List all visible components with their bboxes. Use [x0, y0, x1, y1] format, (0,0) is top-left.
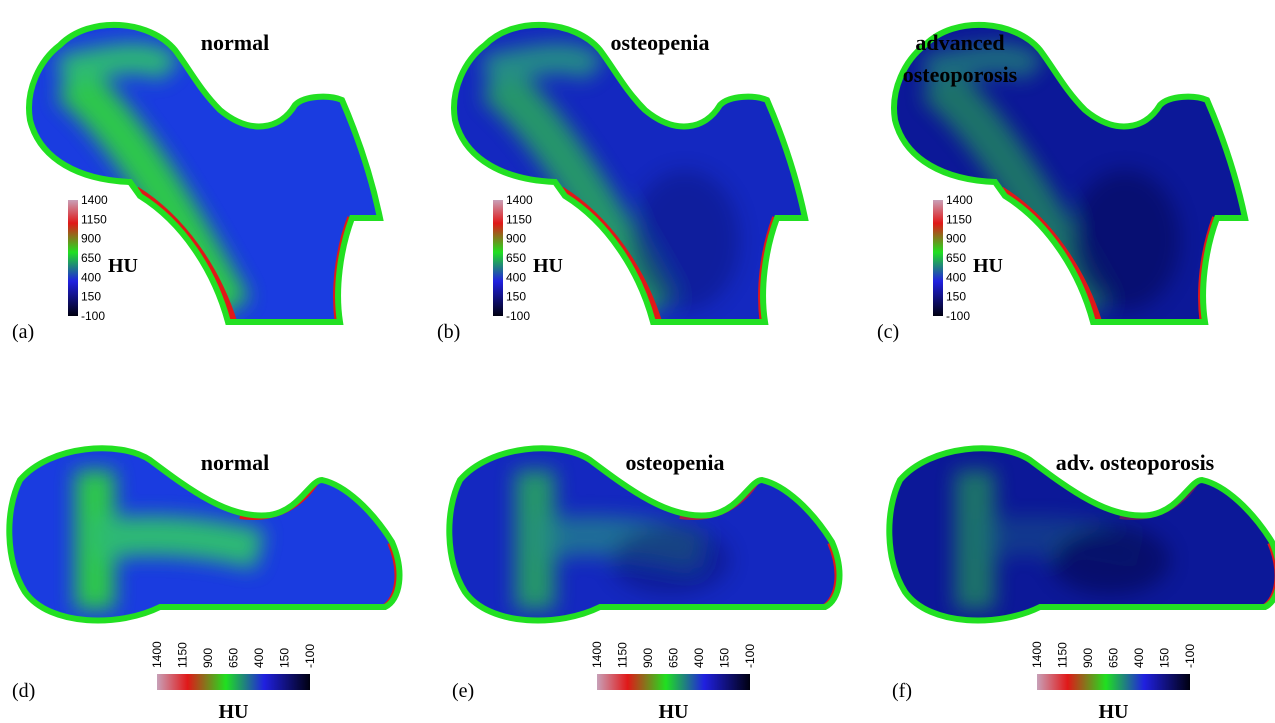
colorbar-tick-label: 900 — [641, 648, 655, 668]
panel-title: advanced — [915, 30, 1004, 55]
colorbar-tick-label: 400 — [1132, 648, 1146, 668]
figure: normal(a)14001150900650400150-100HUosteo… — [0, 0, 1275, 723]
colorbar-tick-label: 900 — [946, 232, 966, 246]
colorbar-tick-label: 1150 — [616, 642, 630, 668]
colorbar-tick-label: 400 — [81, 270, 101, 284]
colorbar — [157, 674, 310, 690]
colorbar-tick-label: 150 — [1158, 648, 1172, 668]
colorbar-tick-label: 900 — [506, 232, 526, 246]
panel-label: (a) — [12, 321, 34, 343]
colorbar-unit: HU — [219, 701, 249, 723]
panel-title: adv. osteoporosis — [1056, 450, 1215, 475]
colorbar-tick-label: 1150 — [506, 212, 532, 226]
colorbar — [1037, 674, 1190, 690]
panel: advanced osteoporosis (c) 1400 1150 900 650 400… — [877, 25, 1245, 343]
colorbar-tick-label: 1150 — [946, 212, 972, 226]
colorbar-tick-label: 650 — [946, 251, 966, 265]
colorbar-tick-label: 1400 — [150, 641, 164, 668]
panel-label: (e) — [452, 680, 474, 702]
colorbar-tick-label: 1150 — [81, 212, 107, 226]
panel-label: (d) — [12, 680, 35, 702]
colorbar-unit: HU — [108, 255, 138, 277]
colorbar-tick-label: 650 — [506, 251, 526, 265]
colorbar-tick-label: 400 — [252, 648, 266, 668]
panel-title: osteoporosis — [903, 62, 1018, 87]
colorbar-tick-label: -100 — [743, 644, 757, 668]
colorbar — [597, 674, 750, 690]
colorbar-tick-label: 1400 — [81, 193, 108, 207]
colorbar-tick-label: 650 — [1107, 648, 1121, 668]
colorbar-tick-label: 900 — [81, 232, 101, 246]
colorbar-tick-label: -100 — [81, 309, 105, 323]
colorbar — [68, 200, 78, 316]
panel-label: (c) — [877, 321, 899, 343]
colorbar-tick-label: 1150 — [176, 642, 190, 668]
colorbar-tick-label: 150 — [506, 290, 526, 304]
colorbar-tick-label: 1400 — [506, 193, 533, 207]
panel-title: osteopenia — [626, 450, 725, 475]
colorbar-tick-label: 650 — [227, 648, 241, 668]
colorbar-tick-label: 1400 — [1030, 641, 1044, 668]
colorbar-tick-label: 900 — [201, 648, 215, 668]
colorbar-unit: HU — [973, 255, 1003, 277]
panel: osteopenia (e) 1400 1150 900 650 400 150 -100 HU — [449, 448, 839, 723]
panel-title: normal — [201, 30, 269, 55]
panel: osteopenia (b) 1400 1150 900 650 400 150 -100 HU — [437, 25, 805, 343]
colorbar-tick-label: 400 — [506, 270, 526, 284]
colorbar-tick-label: 150 — [718, 648, 732, 668]
colorbar-unit: HU — [533, 255, 563, 277]
colorbar-tick-label: -100 — [303, 644, 317, 668]
colorbar-tick-label: 1400 — [590, 641, 604, 668]
colorbar-unit: HU — [659, 701, 689, 723]
colorbar-tick-label: 650 — [667, 648, 681, 668]
panel-label: (f) — [892, 680, 912, 702]
panel-title: normal — [201, 450, 269, 475]
colorbar-tick-label: -100 — [506, 309, 530, 323]
colorbar-tick-label: 1150 — [1056, 642, 1070, 668]
panel-title: osteopenia — [611, 30, 710, 55]
colorbar-tick-label: 150 — [946, 290, 966, 304]
colorbar-tick-label: -100 — [1183, 644, 1197, 668]
colorbar-tick-label: 150 — [278, 648, 292, 668]
colorbar-unit: HU — [1099, 701, 1129, 723]
colorbar-tick-label: 400 — [946, 270, 966, 284]
colorbar-tick-label: 150 — [81, 290, 101, 304]
colorbar-tick-label: 650 — [81, 251, 101, 265]
panel: normal (d) 1400 1150 900 650 400 150 -100 HU — [9, 448, 399, 723]
panel: normal (a) 1400 1150 900 650 400 150 -100 HU — [12, 25, 380, 343]
panel-label: (b) — [437, 321, 460, 343]
colorbar-tick-label: 900 — [1081, 648, 1095, 668]
panel: adv. osteoporosis (f) 1400 1150 900 650 400 150… — [889, 448, 1275, 723]
colorbar-tick-label: 400 — [692, 648, 706, 668]
colorbar-tick-label: -100 — [946, 309, 970, 323]
colorbar — [933, 200, 943, 316]
colorbar-tick-label: 1400 — [946, 193, 973, 207]
colorbar — [493, 200, 503, 316]
